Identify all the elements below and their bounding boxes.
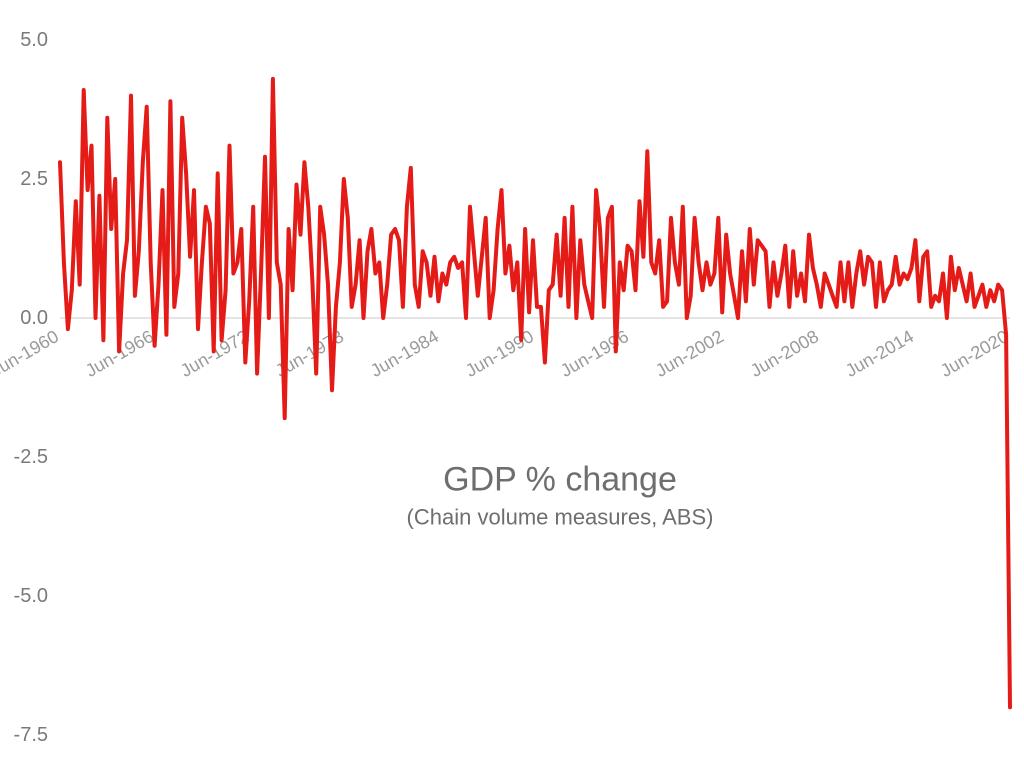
y-tick-label: 5.0 (20, 29, 48, 51)
y-tick-label: -7.5 (14, 724, 48, 746)
chart-subtitle: (Chain volume measures, ABS) (407, 504, 714, 529)
x-tick-label: Jun-1960 (0, 326, 62, 381)
y-tick-label: 2.5 (20, 168, 48, 190)
x-tick-label: Jun-1990 (462, 326, 537, 381)
chart-title: GDP % change (443, 460, 677, 498)
x-tick-label: Jun-2002 (652, 326, 727, 381)
x-tick-label: Jun-1984 (367, 326, 442, 381)
x-tick-label: Jun-2008 (747, 326, 822, 381)
gdp-change-chart: 5.02.50.0-2.5-5.0-7.5Jun-1960Jun-1966Jun… (0, 0, 1024, 768)
x-tick-label: Jun-1996 (557, 326, 632, 381)
gdp-series-line (60, 79, 1010, 707)
y-tick-label: -2.5 (14, 446, 48, 468)
y-tick-label: -5.0 (14, 585, 48, 607)
x-tick-label: Jun-2014 (842, 326, 917, 381)
y-tick-label: 0.0 (20, 307, 48, 329)
x-tick-label: Jun-2020 (937, 326, 1012, 381)
chart-svg: 5.02.50.0-2.5-5.0-7.5Jun-1960Jun-1966Jun… (0, 0, 1024, 768)
